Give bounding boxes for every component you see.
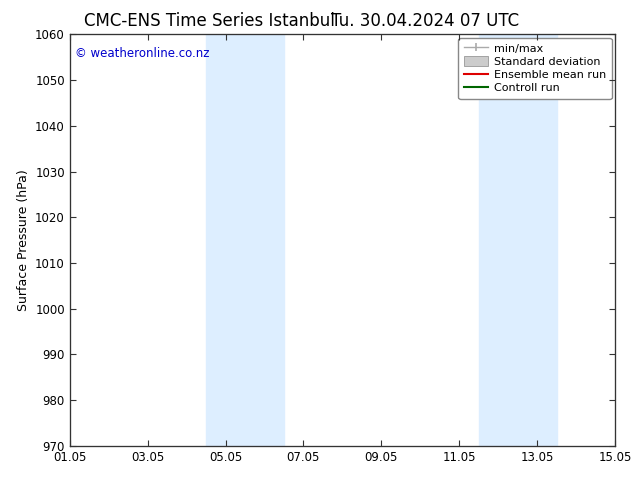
Text: CMC-ENS Time Series Istanbul: CMC-ENS Time Series Istanbul — [84, 12, 335, 30]
Text: © weatheronline.co.nz: © weatheronline.co.nz — [75, 47, 210, 60]
Bar — [479, 34, 557, 446]
Bar — [206, 34, 284, 446]
Text: Tu. 30.04.2024 07 UTC: Tu. 30.04.2024 07 UTC — [331, 12, 519, 30]
Legend: min/max, Standard deviation, Ensemble mean run, Controll run: min/max, Standard deviation, Ensemble me… — [458, 38, 612, 99]
Y-axis label: Surface Pressure (hPa): Surface Pressure (hPa) — [16, 169, 30, 311]
